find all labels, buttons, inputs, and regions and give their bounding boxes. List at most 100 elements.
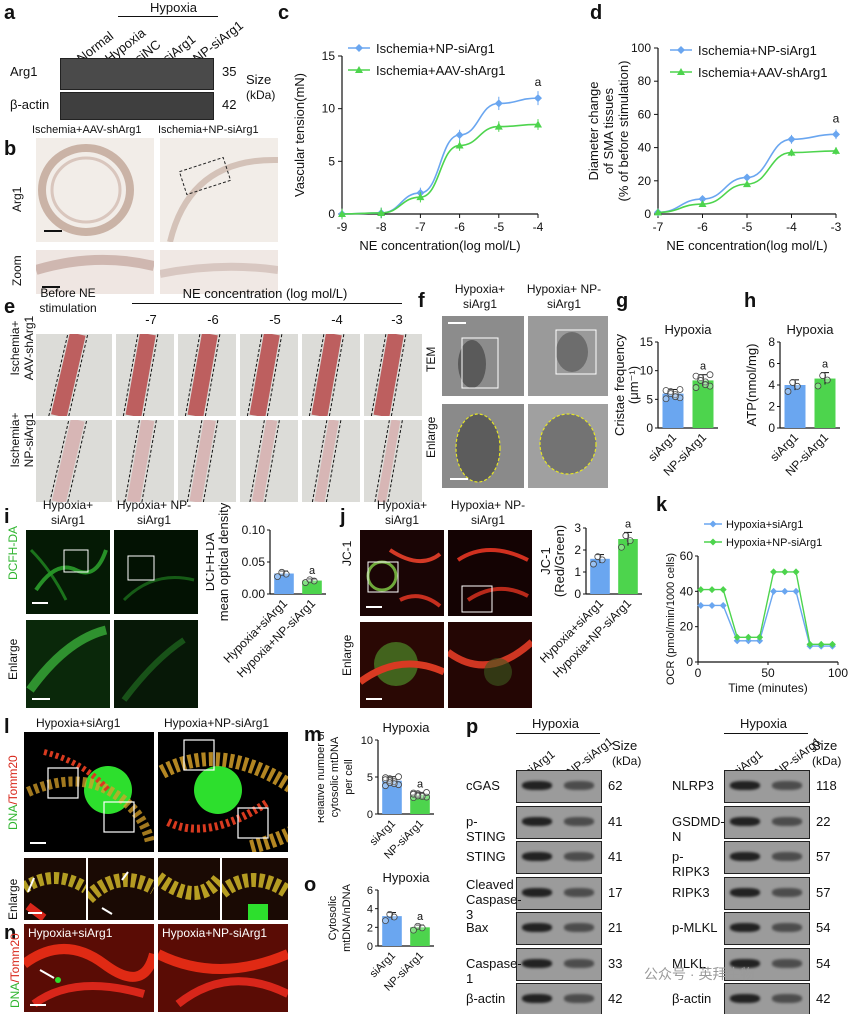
data-point	[743, 180, 751, 188]
y-axis-label: DCFH-DA	[206, 532, 217, 591]
series-line	[700, 571, 833, 646]
significance-label: a	[822, 359, 829, 371]
data-point	[418, 924, 426, 932]
y-axis-label: mean optical density	[216, 502, 231, 621]
panel-l-row1-dna: DNA	[6, 804, 20, 830]
vessel-image	[240, 420, 298, 502]
x-tick-label: -4	[533, 220, 544, 234]
panel-label-p: p	[466, 716, 479, 738]
data-point	[676, 386, 684, 393]
vessel-image	[302, 420, 360, 502]
y-tick-label: 5	[367, 772, 373, 784]
blot-p-band	[772, 994, 802, 1003]
y-tick-label: 0	[367, 941, 373, 953]
blot-p-band	[522, 781, 552, 790]
vessel-image	[364, 334, 422, 416]
blot-p-band	[564, 816, 594, 826]
y-tick-label: 4	[367, 904, 373, 916]
legend-label: Ischemia+NP-siArg1	[376, 41, 495, 56]
dna-tomm20-image-np-siarg1	[158, 732, 288, 852]
data-point	[662, 395, 670, 403]
data-point	[377, 208, 386, 216]
data-point	[708, 601, 716, 609]
blot-p-band	[564, 887, 594, 897]
data-point	[390, 913, 398, 921]
y-tick-label: 2	[367, 922, 373, 934]
blot-p-row-label: β-actin	[672, 991, 712, 1006]
x-axis-label: NE concentration(log mol/L)	[359, 238, 520, 253]
panel-i-row1: DCFH-DA	[6, 526, 20, 580]
panel-n-row-dna: DNA	[8, 982, 22, 1008]
dna-tomm20-enlarge-3	[158, 858, 220, 920]
x-tick-label: -6	[697, 220, 708, 234]
y-axis-label: Cristae frequency	[614, 334, 627, 436]
y-axis-label: JC-1	[540, 547, 553, 574]
significance-label: a	[417, 911, 424, 923]
data-point	[719, 586, 727, 594]
panel-j-col2: Hypoxia+ NP-siArg1	[450, 498, 526, 527]
dna-tomm20-enlarge-1	[24, 858, 86, 920]
panel-l-row1-tomm20: /Tomm20	[6, 755, 20, 805]
blot-p-size: 57	[816, 884, 831, 900]
legend-marker	[709, 538, 717, 546]
ihc-zoom-np	[160, 250, 278, 294]
x-tick-label: -4	[786, 220, 797, 234]
data-point	[455, 131, 464, 139]
data-point	[654, 208, 662, 216]
y-axis-label: (Red/Green)	[552, 525, 567, 597]
panel-label-e: e	[4, 296, 16, 318]
data-point	[817, 640, 825, 648]
y-tick-label: 0.00	[242, 587, 266, 601]
vessel-image	[364, 420, 422, 502]
legend-label: Ischemia+AAV-shArg1	[698, 65, 827, 80]
panel-f-row2: Enlarge	[424, 416, 438, 458]
y-tick-label: 0	[328, 207, 335, 221]
data-point	[719, 601, 727, 609]
legend-label: Hypoxia+siArg1	[726, 519, 803, 531]
ihc-zoom-aav	[36, 250, 154, 294]
y-tick-label: 100	[631, 41, 651, 55]
panel-e-conc-label: -4	[331, 312, 343, 327]
blot-p-row-label: p-MLKL	[672, 920, 718, 935]
data-point	[282, 570, 290, 578]
x-tick-label: -3	[831, 220, 842, 234]
y-tick-label: 3	[574, 521, 581, 535]
x-tick-label: 100	[828, 666, 848, 680]
blot-p-band	[564, 781, 594, 790]
blot-p-row-label: GSDMD-N	[672, 813, 725, 844]
blot-p-band	[730, 994, 760, 1003]
chart-title: Hypoxia	[383, 720, 431, 735]
bar	[692, 380, 714, 428]
panel-l-col1: Hypoxia+siArg1	[36, 716, 121, 730]
series-line	[700, 590, 833, 647]
bar	[618, 539, 638, 594]
tem-enlarge-siarg1	[442, 404, 524, 488]
y-axis-label: per cell	[343, 759, 355, 794]
data-point	[534, 94, 542, 103]
data-point	[787, 148, 796, 156]
significance-label: a	[417, 778, 424, 790]
blot-p-size: 17	[608, 884, 623, 900]
y-tick-label: 20	[638, 174, 652, 188]
panel-label-l: l	[4, 716, 10, 738]
bar	[662, 393, 684, 428]
data-point	[494, 99, 503, 108]
chart-j: 0123Hypoxia+siArg1aHypoxia+NP-siArg1JC-1…	[540, 518, 642, 680]
y-axis-label: (μm⁻¹)	[626, 366, 641, 404]
blot-p-band	[522, 994, 552, 1003]
y-tick-label: 2	[574, 543, 581, 557]
blot-p-band	[522, 887, 552, 897]
data-point	[708, 586, 716, 594]
y-tick-label: 6	[768, 357, 775, 371]
y-axis-label: ATP(nmol/mg)	[744, 344, 759, 427]
vessel-image	[178, 334, 236, 416]
y-tick-label: 5	[646, 392, 653, 406]
data-point	[781, 587, 789, 595]
blot-p-row-label: cGAS	[466, 778, 500, 793]
blot-p-band	[564, 994, 594, 1003]
blot-p-size-header: Size	[812, 738, 838, 753]
blot-p-band	[564, 852, 594, 861]
blot-a-size-arg1: 35	[222, 64, 237, 79]
x-tick-label: -8	[376, 220, 387, 234]
